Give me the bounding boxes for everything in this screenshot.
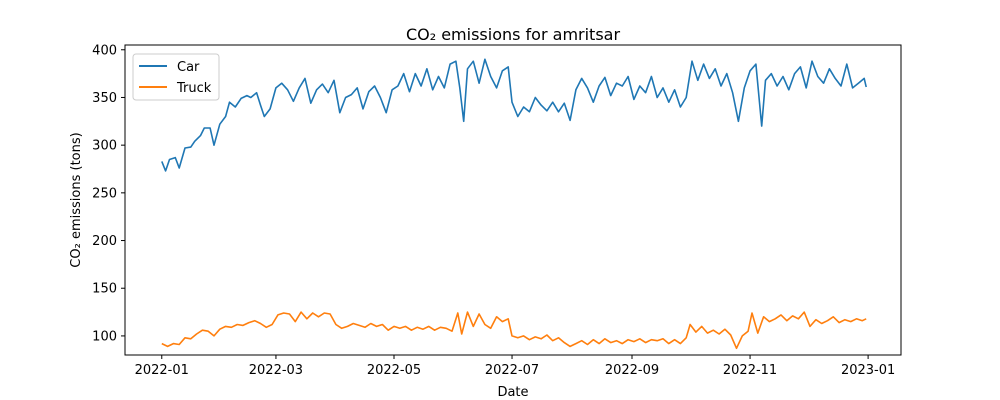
axes-frame bbox=[124, 44, 902, 356]
plot-area bbox=[161, 58, 867, 350]
y-axis-label: CO₂ emissions (tons) bbox=[69, 132, 84, 267]
x-tick-label: 2022-07 bbox=[485, 363, 539, 378]
y-tick-label: 400 bbox=[92, 43, 117, 58]
y-axis: 100 150 200 250 300 350 400 bbox=[92, 43, 125, 344]
series-line-car bbox=[161, 58, 867, 172]
series-line-truck bbox=[161, 311, 867, 350]
x-tick-label: 2022-03 bbox=[249, 363, 303, 378]
y-tick-label: 250 bbox=[92, 186, 117, 201]
y-tick-label: 200 bbox=[92, 234, 117, 249]
legend: Car Truck bbox=[132, 53, 220, 101]
x-tick-label: 2022-05 bbox=[367, 363, 421, 378]
y-tick-label: 100 bbox=[92, 329, 117, 344]
x-tick-label: 2022-11 bbox=[723, 363, 777, 378]
y-tick-label: 350 bbox=[92, 91, 117, 106]
x-tick-label: 2023-01 bbox=[841, 363, 895, 378]
y-tick-label: 300 bbox=[92, 139, 117, 154]
y-tick-label: 150 bbox=[92, 282, 117, 297]
legend-label-car: Car bbox=[177, 60, 200, 75]
legend-label-truck: Truck bbox=[176, 81, 212, 96]
x-axis-label: Date bbox=[497, 385, 528, 400]
x-tick-label: 2022-09 bbox=[605, 363, 659, 378]
x-axis: 2022-01 2022-03 2022-05 2022-07 2022-09 2022-… bbox=[135, 355, 895, 378]
chart-title: CO₂ emissions for amritsar bbox=[406, 25, 621, 44]
x-tick-label: 2022-01 bbox=[135, 363, 189, 378]
